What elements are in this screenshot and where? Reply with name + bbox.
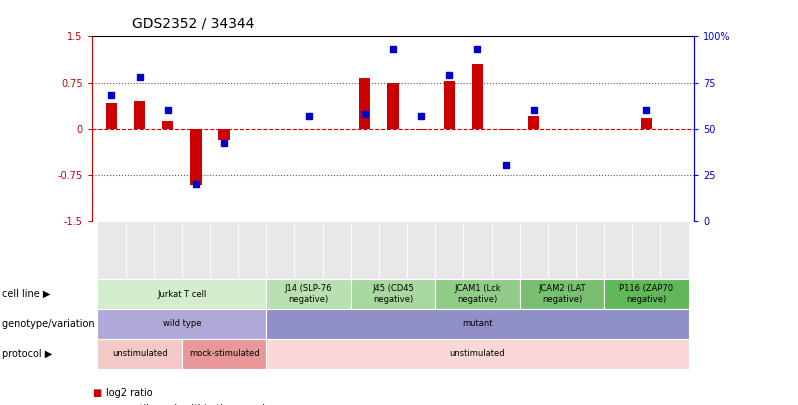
Text: mutant: mutant: [462, 320, 492, 328]
Text: ■: ■: [92, 404, 101, 405]
Text: GSM89764: GSM89764: [247, 224, 257, 265]
Text: GSM89771: GSM89771: [332, 224, 342, 265]
Text: J14 (SLP-76
negative): J14 (SLP-76 negative): [285, 284, 332, 304]
Text: unstimulated: unstimulated: [112, 350, 168, 358]
Text: GSM89768: GSM89768: [558, 224, 567, 265]
Text: J45 (CD45
negative): J45 (CD45 negative): [372, 284, 414, 304]
Text: JCAM1 (Lck
negative): JCAM1 (Lck negative): [454, 284, 501, 304]
Text: GSM89763: GSM89763: [473, 224, 482, 265]
Text: GSM89767: GSM89767: [164, 224, 172, 265]
Bar: [106, 103, 117, 129]
Text: GSM89762: GSM89762: [107, 224, 116, 265]
Text: GSM89759: GSM89759: [192, 224, 200, 265]
Text: GSM89773: GSM89773: [501, 224, 510, 265]
Text: GSM89761: GSM89761: [444, 224, 454, 265]
Bar: [444, 81, 455, 129]
Bar: [219, 129, 230, 140]
Bar: [472, 64, 483, 129]
Text: mock-stimulated: mock-stimulated: [189, 350, 259, 358]
Text: GSM89772: GSM89772: [670, 224, 679, 265]
Text: genotype/variation ▶: genotype/variation ▶: [2, 319, 105, 329]
Bar: [134, 101, 145, 129]
Text: cell line ▶: cell line ▶: [2, 289, 50, 299]
Text: GSM89756: GSM89756: [361, 224, 369, 265]
Bar: [190, 129, 202, 185]
Text: percentile rank within the sample: percentile rank within the sample: [106, 404, 271, 405]
Text: wild type: wild type: [163, 320, 201, 328]
Text: GSM89769: GSM89769: [642, 224, 651, 265]
Text: log2 ratio: log2 ratio: [106, 388, 152, 398]
Bar: [500, 129, 512, 130]
Text: GDS2352 / 34344: GDS2352 / 34344: [132, 16, 254, 30]
Text: Jurkat T cell: Jurkat T cell: [157, 290, 207, 298]
Text: GSM89757: GSM89757: [389, 224, 397, 265]
Bar: [528, 116, 539, 129]
Bar: [641, 117, 652, 129]
Text: unstimulated: unstimulated: [449, 350, 505, 358]
Text: ■: ■: [92, 388, 101, 398]
Text: GSM89765: GSM89765: [135, 224, 144, 265]
Bar: [162, 121, 173, 129]
Text: GSM89755: GSM89755: [304, 224, 313, 265]
Text: GSM89758: GSM89758: [417, 224, 425, 265]
Text: GSM89754: GSM89754: [614, 224, 622, 265]
Text: P116 (ZAP70
negative): P116 (ZAP70 negative): [619, 284, 674, 304]
Text: GSM89770: GSM89770: [586, 224, 595, 265]
Text: protocol ▶: protocol ▶: [2, 349, 52, 359]
Bar: [416, 129, 427, 130]
Text: GSM89766: GSM89766: [529, 224, 539, 265]
Text: GSM89753: GSM89753: [276, 224, 285, 265]
Bar: [387, 83, 399, 129]
Bar: [359, 78, 370, 129]
Text: JCAM2 (LAT
negative): JCAM2 (LAT negative): [538, 284, 586, 304]
Text: GSM89760: GSM89760: [219, 224, 228, 265]
